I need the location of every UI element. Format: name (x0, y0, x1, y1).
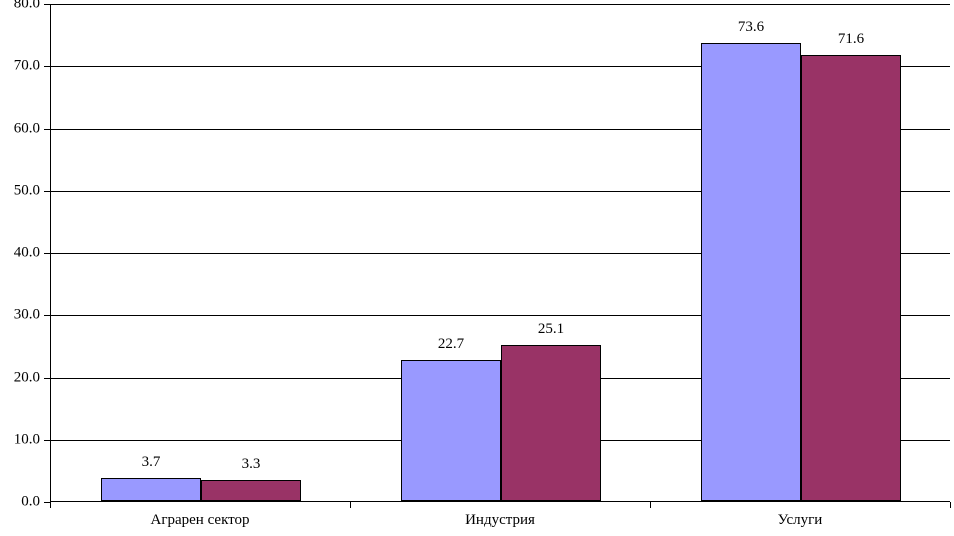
x-tick-mark (50, 502, 51, 508)
y-tick-mark (44, 253, 50, 254)
x-axis-category-label: Аграрен сектор (151, 512, 250, 529)
y-axis-tick-label: 70.0 (0, 58, 40, 75)
bar-value-label: 3.7 (142, 454, 161, 471)
y-axis-tick-label: 60.0 (0, 120, 40, 137)
bar-value-label: 73.6 (738, 19, 764, 36)
x-tick-mark (350, 502, 351, 508)
y-tick-mark (44, 4, 50, 5)
y-tick-mark (44, 378, 50, 379)
bar-value-label: 25.1 (538, 321, 564, 338)
y-tick-mark (44, 66, 50, 67)
y-axis-tick-label: 80.0 (0, 0, 40, 13)
bar (701, 43, 801, 501)
gridline (51, 4, 950, 5)
x-tick-mark (650, 502, 651, 508)
x-axis-category-label: Услуги (778, 512, 823, 529)
y-axis-tick-label: 50.0 (0, 182, 40, 199)
y-tick-mark (44, 440, 50, 441)
y-tick-mark (44, 191, 50, 192)
bar (101, 478, 201, 501)
bar-value-label: 71.6 (838, 31, 864, 48)
x-axis-category-label: Индустрия (465, 512, 535, 529)
x-tick-mark (950, 502, 951, 508)
plot-area: 3.7 3.3 22.7 25.1 73.6 71.6 (50, 4, 950, 502)
y-axis-tick-label: 0.0 (0, 494, 40, 511)
y-tick-mark (44, 129, 50, 130)
bar-value-label: 3.3 (242, 456, 261, 473)
bar (401, 360, 501, 501)
y-axis-tick-label: 10.0 (0, 431, 40, 448)
y-axis-tick-label: 30.0 (0, 307, 40, 324)
bar (801, 55, 901, 501)
y-axis-tick-label: 20.0 (0, 369, 40, 386)
y-tick-mark (44, 315, 50, 316)
bar-value-label: 22.7 (438, 336, 464, 353)
bar-chart: 3.7 3.3 22.7 25.1 73.6 71.6 0.0 10.0 20.0 30.0 40.… (0, 0, 954, 536)
bar (201, 480, 301, 501)
bar (501, 345, 601, 501)
y-axis-tick-label: 40.0 (0, 245, 40, 262)
